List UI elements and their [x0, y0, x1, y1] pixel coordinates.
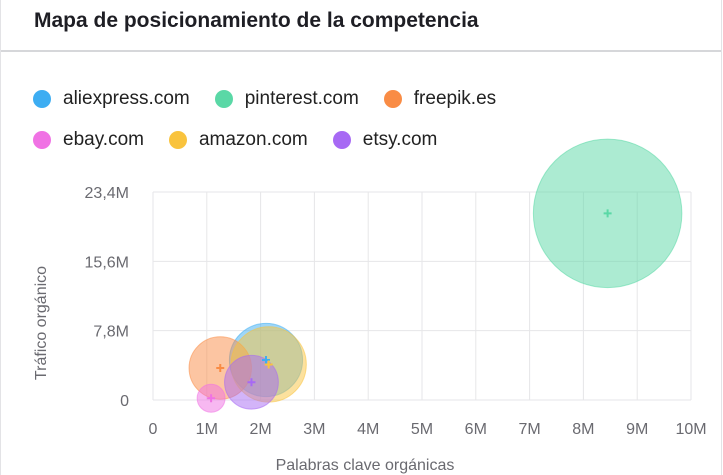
legend-dot — [168, 131, 187, 149]
legend-item-pinterest[interactable]: pinterest.com — [214, 84, 359, 114]
legend-item-aliexpress[interactable]: aliexpress.com — [33, 84, 190, 114]
x-tick-label: 7M — [518, 421, 540, 438]
bubble-center-marker — [264, 360, 273, 369]
y-tick-label: 7,8M — [93, 324, 129, 341]
legend-row: aliexpress.com pinterest.com freepik.es — [33, 84, 633, 114]
legend-dot — [33, 131, 51, 149]
legend-label: amazon.com — [198, 129, 308, 150]
y-axis-label: Tráfico orgánico — [33, 266, 50, 380]
legend-label: etsy.com — [362, 129, 438, 150]
x-tick-label: 4M — [357, 421, 379, 438]
x-tick-label: 6M — [465, 421, 487, 438]
legend-label: aliexpress.com — [63, 88, 190, 109]
y-tick-label: 23,4M — [85, 185, 129, 202]
y-tick-label: 15,6M — [85, 254, 129, 271]
bubble-center-marker — [261, 356, 270, 364]
card-header: Mapa de posicionamiento de la competenci… — [1, 0, 721, 52]
bubble-center-marker — [216, 364, 225, 372]
legend-label: freepik.es — [413, 88, 497, 109]
legend-label: ebay.com — [63, 129, 144, 150]
x-axis-label: Palabras clave orgánicas — [276, 457, 455, 474]
x-tick-label: 8M — [572, 421, 594, 438]
legend-item-etsy[interactable]: etsy.com — [332, 125, 438, 155]
chart-legend: aliexpress.com pinterest.com freepik.es … — [33, 84, 633, 166]
legend-dot — [383, 90, 402, 108]
legend-row: ebay.com amazon.com etsy.com — [33, 125, 633, 155]
legend-dot — [33, 90, 51, 108]
y-tick-label: 0 — [120, 393, 129, 410]
x-tick-label: 2M — [249, 421, 271, 438]
x-tick-label: 0 — [149, 421, 158, 438]
legend-dot — [332, 131, 351, 149]
legend-item-freepik[interactable]: freepik.es — [383, 84, 497, 114]
legend-item-amazon[interactable]: amazon.com — [168, 125, 308, 155]
x-tick-label: 5M — [411, 421, 433, 438]
x-tick-label: 3M — [303, 421, 325, 438]
legend-label: pinterest.com — [244, 88, 359, 109]
chart-title: Mapa de posicionamiento de la competenci… — [34, 9, 479, 32]
legend-item-ebay[interactable]: ebay.com — [33, 125, 144, 155]
x-tick-label: 10M — [675, 421, 706, 438]
x-tick-label: 9M — [626, 421, 648, 438]
legend-dot — [214, 90, 233, 108]
bubble-center-marker — [207, 394, 216, 403]
x-tick-label: 1M — [196, 421, 218, 438]
bubble-center-marker — [247, 378, 256, 387]
bubble-center-marker — [603, 209, 612, 218]
